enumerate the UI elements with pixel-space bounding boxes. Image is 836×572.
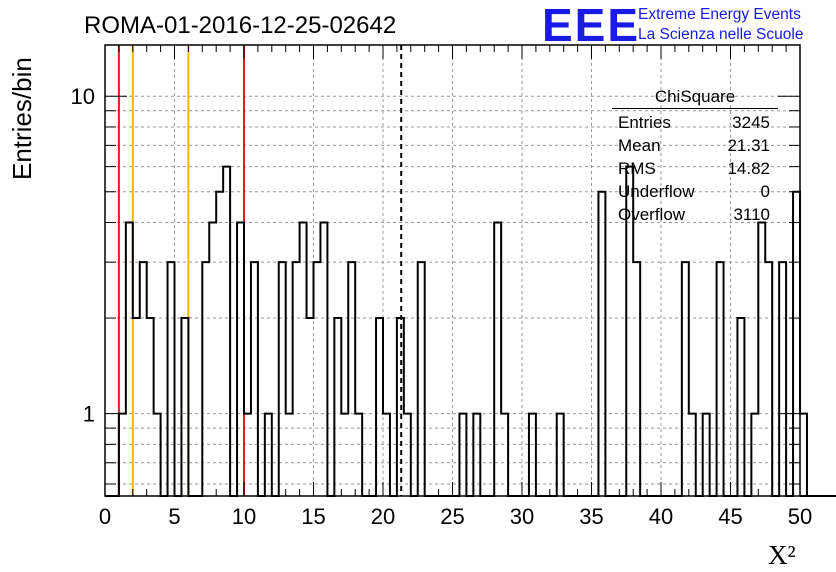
logo-line-1: Extreme Energy Events <box>638 6 801 23</box>
x-tick-label: 20 <box>371 504 395 529</box>
axis-ticks: 0 5 10 15 20 25 30 35 40 45 50 1 10 <box>71 45 812 529</box>
grid-lines <box>105 45 800 496</box>
stats-box: ChiSquare Entries 3245 Mean 21.31 RMS 14.82… <box>612 86 778 226</box>
x-axis-label: X² <box>768 540 796 570</box>
x-tick-label: 50 <box>788 504 812 529</box>
stats-label: Underflow <box>618 182 695 201</box>
stats-title: ChiSquare <box>612 86 778 109</box>
x-tick-label: 30 <box>510 504 534 529</box>
stats-row-rms: RMS 14.82 <box>612 157 778 180</box>
y-axis-label: Entries/bin <box>7 57 37 180</box>
stats-row-underflow: Underflow 0 <box>612 180 778 203</box>
stats-value: 14.82 <box>727 159 770 178</box>
stats-label: Entries <box>618 113 671 132</box>
stats-value: 3110 <box>733 205 770 224</box>
logo-mark: EEE <box>542 0 641 51</box>
y-tick-label: 10 <box>71 84 95 109</box>
stats-label: Overflow <box>618 205 686 224</box>
stats-label: RMS <box>618 159 656 178</box>
stats-label: Mean <box>618 136 661 155</box>
stats-value: 3245 <box>732 113 770 132</box>
stats-row-overflow: Overflow 3110 <box>612 203 778 226</box>
x-tick-label: 0 <box>99 504 111 529</box>
stats-value: 21.31 <box>727 136 770 155</box>
x-tick-label: 25 <box>440 504 464 529</box>
x-tick-label: 45 <box>718 504 742 529</box>
eee-logo: EEE Extreme Energy Events La Scienza nel… <box>542 0 832 51</box>
x-tick-label: 15 <box>301 504 325 529</box>
chart-title: ROMA-01-2016-12-25-02642 <box>84 12 396 39</box>
logo-line-2: La Scienza nelle Scuole <box>638 26 804 43</box>
stats-value: 0 <box>760 182 770 201</box>
x-tick-label: 40 <box>649 504 673 529</box>
x-tick-label: 10 <box>232 504 256 529</box>
stats-row-mean: Mean 21.31 <box>612 134 778 157</box>
x-tick-label: 35 <box>579 504 603 529</box>
stats-row-entries: Entries 3245 <box>612 111 778 134</box>
x-tick-label: 5 <box>168 504 180 529</box>
y-tick-label: 1 <box>83 402 95 427</box>
